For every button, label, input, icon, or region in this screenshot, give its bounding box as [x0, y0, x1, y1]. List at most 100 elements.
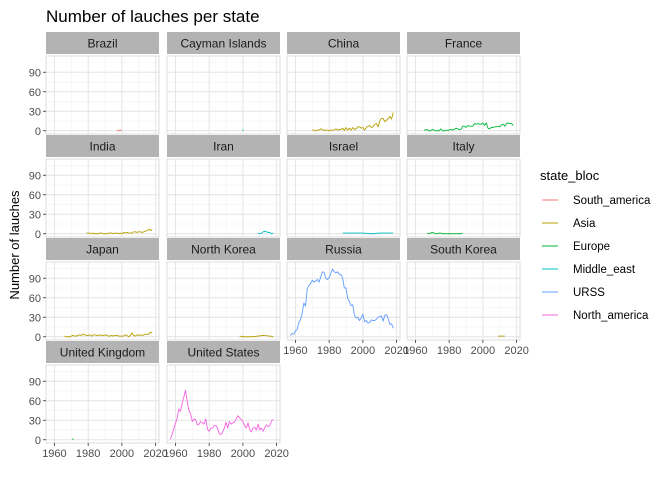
panel-strip-label: North Korea	[191, 243, 256, 257]
panel-border	[166, 158, 281, 238]
panel-background	[46, 365, 159, 443]
x-tick-label: 2020	[143, 448, 167, 460]
panel-border	[166, 364, 281, 444]
panel-strip	[46, 32, 159, 54]
panel-strip	[287, 32, 400, 54]
y-tick-label: 90	[29, 170, 41, 182]
series-line-japan	[64, 331, 153, 338]
panel-background	[167, 262, 280, 340]
panel-border	[45, 55, 160, 135]
panel-strip	[167, 238, 280, 260]
panel-strip-label: Japan	[86, 243, 119, 257]
x-tick-label: 2000	[471, 345, 495, 357]
y-tick-label: 0	[35, 229, 41, 241]
panel-strip-label: South Korea	[430, 243, 497, 257]
x-tick-label: 1960	[283, 345, 307, 357]
y-tick-label: 60	[29, 190, 41, 202]
panel-japan: Japan 0 30 60 90	[29, 238, 160, 344]
panel-strip-label: Italy	[452, 140, 474, 154]
panel-israel: Israel	[286, 135, 401, 238]
y-tick-label: 30	[29, 415, 41, 427]
series-line-italy	[427, 231, 463, 235]
x-tick-label: 1980	[317, 345, 341, 357]
legend: state_bloc South_america Asia Europe Middle…	[540, 168, 651, 324]
panel-background	[407, 56, 520, 134]
y-tick-label: 0	[35, 126, 41, 138]
panel-china: China	[286, 32, 401, 135]
panel-background	[46, 262, 159, 340]
y-tick-label: 30	[29, 312, 41, 324]
panel-background	[46, 159, 159, 237]
panel-cayman-islands: Cayman Islands	[166, 32, 281, 135]
panel-strip-label: Cayman Islands	[180, 37, 266, 51]
panel-border	[166, 55, 281, 135]
panel-strip-label: France	[445, 37, 483, 51]
panel-background	[407, 262, 520, 340]
panel-background	[287, 56, 400, 134]
chart-title: Number of lauches per state	[46, 7, 260, 26]
panel-background	[46, 56, 159, 134]
legend-label-south-america: South_america	[573, 195, 651, 207]
legend-label-north-america: North_america	[573, 310, 649, 322]
x-tick-label: 1980	[197, 448, 221, 460]
panel-iran: Iran	[166, 135, 281, 238]
series-line-brazil	[116, 129, 123, 132]
panel-strip	[46, 238, 159, 260]
series-line-china	[312, 112, 394, 132]
panel-border	[406, 261, 521, 341]
panel-strip	[287, 135, 400, 157]
y-tick-label: 30	[29, 209, 41, 221]
x-tick-label: 1980	[76, 448, 100, 460]
panel-strip	[407, 32, 520, 54]
series-line-iran	[257, 230, 274, 235]
legend-label-urss: URSS	[573, 287, 605, 299]
x-tick-label: 2020	[264, 448, 288, 460]
panel-strip	[287, 238, 400, 260]
y-tick-label: 90	[29, 67, 41, 79]
panel-strip	[46, 135, 159, 157]
series-line-north-korea	[239, 335, 274, 338]
legend-label-asia: Asia	[573, 218, 596, 230]
y-tick-label: 90	[29, 376, 41, 388]
panel-background	[167, 56, 280, 134]
panel-united-states: United States 1960 1980 2000 2020	[163, 341, 289, 460]
panel-border	[286, 55, 401, 135]
y-tick-label: 0	[35, 435, 41, 447]
panel-strip	[167, 135, 280, 157]
panel-background	[287, 262, 400, 340]
panel-border	[406, 158, 521, 238]
legend-label-middle-east: Middle_east	[573, 264, 636, 276]
legend-title: state_bloc	[540, 168, 600, 183]
panel-strip-label: Brazil	[87, 37, 117, 51]
x-tick-label: 2000	[231, 448, 255, 460]
x-tick-label: 2000	[351, 345, 375, 357]
y-tick-label: 0	[35, 332, 41, 344]
series-line-israel	[342, 232, 394, 235]
panel-border	[406, 55, 521, 135]
panel-strip-label: United Kingdom	[60, 346, 145, 360]
panel-border	[166, 261, 281, 341]
panel-strip-label: Russia	[325, 243, 362, 257]
panel-south-korea: South Korea 1960 1980 2000 2020	[403, 238, 529, 357]
x-tick-label: 1980	[437, 345, 461, 357]
panel-strip-label: Israel	[329, 140, 358, 154]
x-tick-label: 1960	[403, 345, 427, 357]
panel-france: France	[406, 32, 521, 135]
panel-strip	[167, 341, 280, 363]
x-tick-label: 1960	[42, 448, 66, 460]
series-line-france	[423, 122, 514, 132]
x-tick-label: 2020	[504, 345, 528, 357]
y-tick-label: 60	[29, 396, 41, 408]
x-tick-label: 1960	[163, 448, 187, 460]
panel-border	[45, 158, 160, 238]
panel-border	[45, 364, 160, 444]
panel-strip	[407, 135, 520, 157]
y-tick-label: 60	[29, 87, 41, 99]
panel-north-korea: North Korea	[166, 238, 281, 341]
panel-india: India 0 30 60 90	[29, 135, 160, 241]
panel-strip-label: United States	[187, 346, 259, 360]
panel-strip-label: India	[89, 140, 115, 154]
panel-background	[407, 159, 520, 237]
x-tick-label: 2000	[110, 448, 134, 460]
panel-background	[287, 159, 400, 237]
